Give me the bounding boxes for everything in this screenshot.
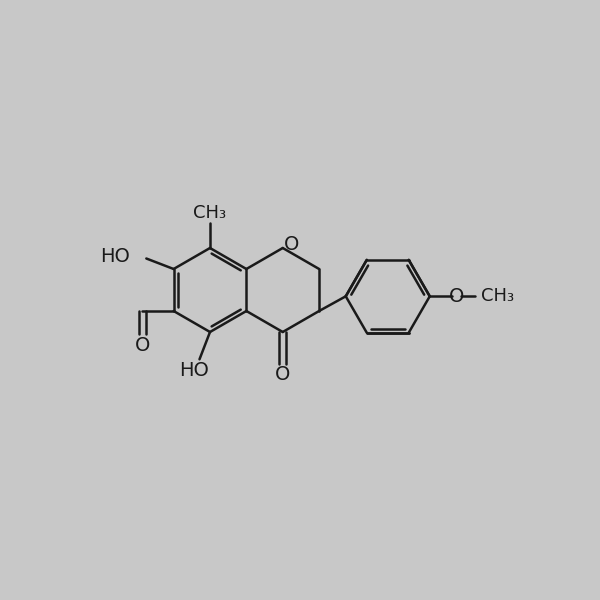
Text: O: O [134,335,150,355]
Text: CH₃: CH₃ [193,204,227,222]
Text: O: O [284,235,299,254]
Text: O: O [275,365,290,384]
Text: HO: HO [100,247,130,266]
Text: O: O [449,287,464,306]
Text: CH₃: CH₃ [481,287,515,305]
Text: HO: HO [179,361,209,380]
